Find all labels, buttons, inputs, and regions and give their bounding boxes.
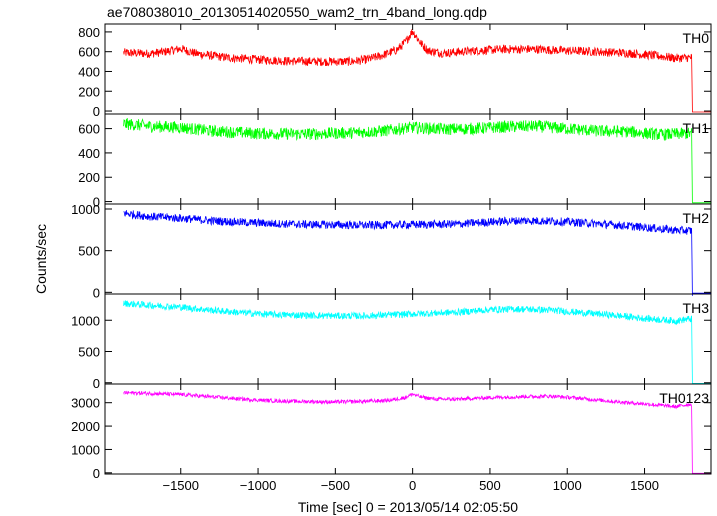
x-axis-label: Time [sec] 0 = 2013/05/14 02:05:50 bbox=[298, 499, 518, 515]
panel-th3: 0 500 1000 TH3 bbox=[71, 293, 712, 391]
y-tick-label: 500 bbox=[78, 345, 100, 360]
panel-th0: 0 200 400 600 800 TH0 bbox=[78, 23, 712, 119]
panel-label-th3: TH3 bbox=[683, 300, 710, 316]
panel-label-th0: TH0 bbox=[683, 30, 710, 46]
y-tick-label: 3000 bbox=[71, 396, 100, 411]
y-tick-label: 2000 bbox=[71, 419, 100, 434]
series-line-th3 bbox=[123, 300, 711, 384]
series-line-th0 bbox=[123, 29, 711, 113]
x-tick-label: −500 bbox=[321, 478, 350, 493]
y-tick-label: 0 bbox=[93, 104, 100, 119]
x-tick-label: 1000 bbox=[553, 478, 582, 493]
y-tick-label: 400 bbox=[78, 64, 100, 79]
y-axis-label: Counts/sec bbox=[33, 224, 49, 294]
y-tick-label: 200 bbox=[78, 170, 100, 185]
y-tick-label: 200 bbox=[78, 84, 100, 99]
y-tick-label: 600 bbox=[78, 45, 100, 60]
y-tick-label: 0 bbox=[93, 285, 100, 300]
panels: 0 200 400 600 800 TH0 0 200 400 600 TH1 0 500 1000 TH2… bbox=[71, 23, 712, 493]
y-tick-label: 600 bbox=[78, 122, 100, 137]
panel-label-th1: TH1 bbox=[683, 120, 710, 136]
y-tick-label: 0 bbox=[93, 466, 100, 481]
panel-frame bbox=[104, 383, 712, 475]
series-line-th0123 bbox=[123, 390, 711, 474]
y-tick-label: 800 bbox=[78, 25, 100, 40]
x-tick-label: 500 bbox=[479, 478, 501, 493]
series-line-th1 bbox=[123, 117, 711, 204]
panel-frame bbox=[104, 23, 712, 115]
y-tick-label: 500 bbox=[78, 244, 100, 259]
panel-th2: 0 500 1000 TH2 bbox=[71, 202, 712, 300]
x-tick-label: 0 bbox=[409, 478, 416, 493]
panel-label-th0123: TH0123 bbox=[659, 390, 709, 406]
panel-th1: 0 200 400 600 TH1 bbox=[78, 113, 712, 210]
panel-th0123: 0 1000 2000 3000 TH0123 bbox=[71, 383, 712, 481]
y-tick-label: 0 bbox=[93, 376, 100, 391]
x-tick-label: −1500 bbox=[162, 478, 199, 493]
y-tick-label: 0 bbox=[93, 195, 100, 210]
chart-title: ae708038010_20130514020550_wam2_trn_4ban… bbox=[107, 4, 487, 20]
y-tick-label: 1000 bbox=[71, 313, 100, 328]
x-tick-label: −1000 bbox=[240, 478, 277, 493]
y-tick-label: 400 bbox=[78, 146, 100, 161]
y-tick-label: 1000 bbox=[71, 202, 100, 217]
series-line-th2 bbox=[123, 210, 711, 296]
panel-label-th2: TH2 bbox=[683, 210, 710, 226]
y-tick-label: 1000 bbox=[71, 442, 100, 457]
x-tick-label: 1500 bbox=[630, 478, 659, 493]
